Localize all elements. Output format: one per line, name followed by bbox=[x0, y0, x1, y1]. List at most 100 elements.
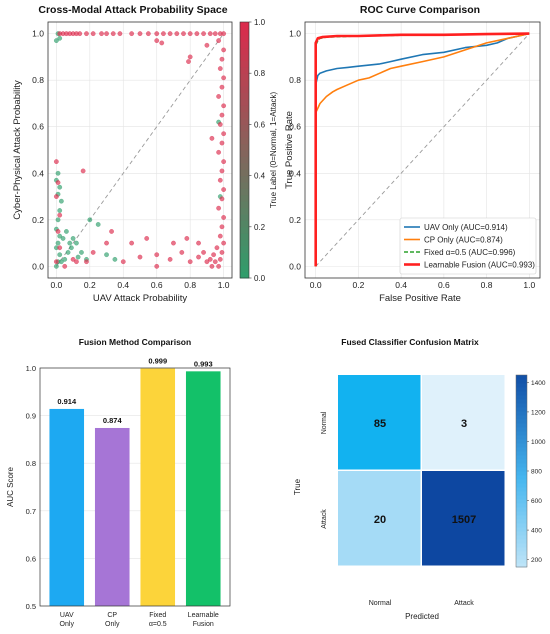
colorbar-segment bbox=[240, 258, 249, 266]
y-tick-label: 0.5 bbox=[26, 602, 36, 611]
scatter-point bbox=[75, 254, 81, 260]
colorbar-segment bbox=[240, 86, 249, 93]
colorbar-segment bbox=[516, 387, 527, 392]
scatter-point bbox=[201, 31, 206, 36]
y-tick-label: Normal bbox=[321, 411, 328, 434]
scatter-point bbox=[219, 250, 225, 255]
colorbar-segment bbox=[240, 226, 249, 234]
cell-value: 85 bbox=[374, 418, 386, 430]
matrix-cell bbox=[338, 471, 421, 566]
colorbar-segment bbox=[516, 547, 527, 552]
scatter-point bbox=[221, 187, 226, 192]
scatter-point bbox=[55, 180, 61, 185]
bar bbox=[140, 368, 176, 606]
y-tick-label: 0.8 bbox=[26, 459, 36, 468]
scatter-point bbox=[161, 31, 166, 36]
bar-value-label: 0.874 bbox=[103, 416, 123, 425]
colorbar-segment bbox=[516, 375, 527, 380]
colorbar-segment bbox=[516, 523, 527, 528]
colorbar-segment bbox=[516, 495, 527, 500]
scatter-point bbox=[77, 31, 83, 36]
colorbar-tick-label: 0.6 bbox=[254, 120, 266, 129]
colorbar-segment bbox=[516, 431, 527, 436]
colorbar-segment bbox=[516, 415, 527, 420]
colorbar-segment bbox=[516, 443, 527, 448]
plot-frame bbox=[47, 21, 233, 279]
scatter-point bbox=[84, 259, 89, 265]
colorbar-segment bbox=[240, 60, 249, 68]
scatter-point bbox=[211, 252, 216, 258]
scatter-point bbox=[70, 236, 76, 241]
scatter-point bbox=[54, 259, 59, 265]
y-tick-label: Attack bbox=[321, 509, 328, 529]
scatter-point bbox=[167, 31, 173, 36]
y-tick-label: 0.8 bbox=[32, 75, 44, 85]
scatter-point bbox=[221, 159, 226, 164]
colorbar-segment bbox=[240, 156, 249, 164]
colorbar-segment bbox=[516, 531, 527, 536]
scatter-point bbox=[74, 259, 79, 265]
roc-curve bbox=[314, 32, 530, 267]
x-tick-label: 0.0 bbox=[310, 280, 322, 290]
colorbar-segment bbox=[516, 447, 527, 452]
x-tick-label: 0.4 bbox=[117, 280, 129, 290]
colorbar-tick-label: 400 bbox=[531, 528, 542, 535]
matrix-cell bbox=[422, 375, 505, 470]
colorbar-segment bbox=[516, 403, 527, 408]
scatter-point bbox=[64, 229, 69, 234]
y-axis-label: Cyber-Physical Attack Probability bbox=[12, 80, 23, 220]
chart-title: Fusion Method Comparison bbox=[79, 337, 191, 347]
scatter-point bbox=[154, 38, 160, 43]
scatter-point bbox=[209, 264, 215, 269]
scatter-point bbox=[57, 208, 63, 213]
scatter-point bbox=[54, 194, 59, 199]
bar-value-label: 0.914 bbox=[57, 397, 77, 406]
scatter-point bbox=[219, 140, 225, 146]
scatter-point bbox=[57, 184, 63, 190]
scatter-point bbox=[74, 240, 79, 246]
scatter-point bbox=[129, 240, 134, 246]
legend-label: UAV Only (AUC=0.914) bbox=[424, 223, 508, 232]
colorbar-segment bbox=[516, 503, 527, 508]
colorbar-segment bbox=[516, 483, 527, 488]
scatter-point bbox=[80, 168, 86, 174]
colorbar-tick-label: 200 bbox=[531, 557, 542, 564]
scatter-point bbox=[90, 250, 96, 255]
scatter-point bbox=[69, 245, 74, 251]
y-tick-label: 0.2 bbox=[289, 215, 301, 225]
colorbar-segment bbox=[240, 207, 249, 215]
colorbar-segment bbox=[240, 271, 249, 279]
colorbar-segment bbox=[516, 435, 527, 440]
scatter-point bbox=[217, 233, 223, 239]
legend-box bbox=[399, 217, 537, 275]
colorbar-segment bbox=[516, 455, 527, 460]
scatter-point bbox=[209, 136, 215, 141]
scatter-point bbox=[60, 236, 66, 241]
scatter-point bbox=[55, 229, 61, 234]
colorbar-label: True Label (0=Normal, 1=Attack) bbox=[269, 92, 278, 209]
scatter-point bbox=[187, 54, 193, 60]
colorbar-segment bbox=[240, 111, 249, 119]
scatter-point bbox=[187, 31, 193, 36]
scatter-point bbox=[221, 47, 226, 53]
colorbar-segment bbox=[516, 479, 527, 484]
matrix-cell bbox=[422, 471, 505, 566]
y-axis-label: True bbox=[293, 478, 302, 495]
scatter-point bbox=[146, 31, 151, 36]
x-tick-label: UAV Only bbox=[60, 612, 75, 628]
scatter-point bbox=[219, 84, 225, 90]
colorbar-segment bbox=[240, 22, 249, 29]
colorbar-tick-label: 0.4 bbox=[254, 172, 266, 181]
x-tick-label: Attack bbox=[454, 600, 474, 607]
scatter-point bbox=[54, 264, 59, 269]
colorbar-tick-label: 0.0 bbox=[254, 274, 266, 283]
y-axis-label: AUC Score bbox=[6, 466, 15, 507]
colorbar-segment bbox=[516, 511, 527, 516]
colorbar-segment bbox=[240, 79, 249, 87]
colorbar-segment bbox=[240, 28, 249, 36]
scatter-point bbox=[95, 222, 101, 227]
scatter-point bbox=[104, 31, 109, 36]
scatter-point bbox=[112, 257, 118, 262]
scatter-point bbox=[129, 31, 134, 36]
